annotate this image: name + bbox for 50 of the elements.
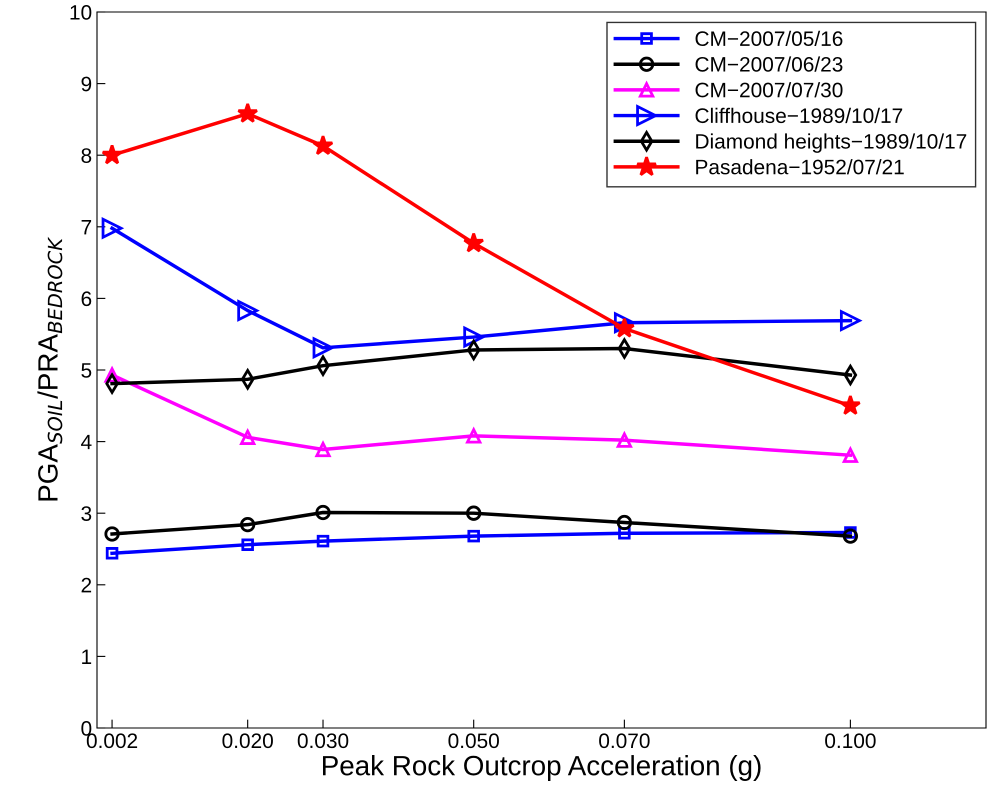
x-tick-label: 0.050 (448, 733, 499, 748)
x-tick-label: 0.030 (298, 733, 348, 748)
legend-label: CM−2007/05/16 (696, 30, 842, 46)
point (312, 337, 334, 358)
point (240, 517, 256, 532)
point (842, 448, 858, 463)
x-axis-title: Peak Rock Outcrop Acceleration (g) (323, 755, 761, 781)
legend-label: CM−2007/07/30 (696, 82, 843, 98)
x-tick-label: 0.100 (825, 733, 876, 748)
y-tick-label: 2 (82, 578, 92, 592)
point (241, 538, 254, 551)
point (237, 300, 258, 321)
point (842, 528, 858, 544)
y-tick-label: 5 (81, 363, 92, 378)
point (463, 232, 484, 253)
x-tick-label: 0.020 (222, 733, 273, 748)
point (614, 312, 635, 334)
point (101, 144, 123, 164)
y-tick-label: 7 (82, 220, 92, 234)
legend-label: Cliffhouse−1989/10/17 (696, 108, 902, 124)
point (315, 442, 331, 458)
point (466, 428, 482, 444)
point (616, 432, 632, 448)
legend-label: Diamond heights−1989/10/17 (696, 133, 966, 153)
y-tick-label: 3 (81, 506, 92, 521)
point (467, 530, 480, 542)
point (316, 534, 330, 548)
point (614, 317, 636, 338)
point (102, 218, 122, 239)
point (240, 430, 256, 445)
legend-label: Pasadena−1952/07/21 (696, 159, 904, 174)
y-tick-label: 10 (70, 5, 92, 20)
point (104, 526, 120, 542)
y-tick-label: 8 (81, 148, 92, 163)
y-tick-label: 4 (81, 434, 92, 450)
point (463, 326, 484, 348)
point (616, 514, 632, 530)
point (312, 134, 334, 156)
x-tick-label: 0.070 (599, 733, 650, 748)
y-tick-label: 1 (82, 650, 92, 664)
y-axis-title: PGA$_{SOIL}$/PRA$_{BEDROCK}$ (37, 236, 62, 500)
y-tick-label: 9 (82, 76, 92, 92)
point (315, 504, 331, 520)
point (237, 102, 258, 123)
point (840, 310, 861, 332)
point (840, 394, 862, 416)
legend-label: CM−2007/06/23 (696, 56, 842, 72)
y-tick-label: 6 (82, 291, 92, 306)
point (466, 506, 482, 521)
point (106, 547, 118, 560)
